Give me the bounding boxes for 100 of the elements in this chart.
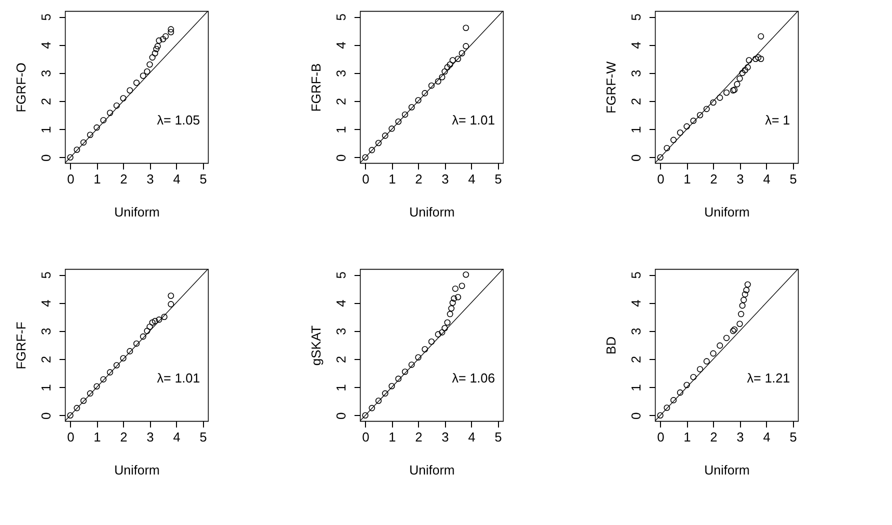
point	[428, 338, 435, 345]
point	[126, 348, 134, 354]
point	[746, 57, 752, 64]
point	[415, 97, 422, 104]
point	[458, 50, 466, 56]
y-tick-label: 5	[38, 14, 54, 21]
y-tick-label: 2	[334, 98, 348, 106]
point	[156, 316, 162, 323]
point	[716, 94, 724, 101]
point	[434, 331, 442, 338]
point	[168, 292, 174, 299]
x-tick-label: 5	[790, 172, 797, 186]
point	[149, 54, 156, 61]
x-tick-label: 2	[120, 430, 128, 444]
point	[87, 390, 94, 397]
x-tick-label: 4	[468, 172, 476, 186]
point	[120, 355, 126, 362]
point	[438, 329, 446, 336]
point	[696, 112, 704, 118]
point	[734, 81, 740, 88]
point	[74, 146, 80, 153]
point	[146, 324, 153, 330]
point	[462, 271, 470, 278]
y-tick-label: 0	[334, 412, 348, 420]
x-tick-label: 5	[200, 430, 207, 444]
y-axis-title: FGRF-W	[604, 60, 618, 114]
point	[422, 346, 428, 352]
point	[740, 296, 747, 304]
point	[402, 368, 408, 375]
x-tick-label: 1	[388, 430, 396, 444]
point	[670, 136, 677, 144]
x-tick-label: 1	[388, 172, 396, 186]
point	[677, 129, 684, 136]
x-tick-label: 3	[146, 172, 154, 186]
x-tick-label: 0	[362, 172, 370, 186]
x-tick-label: 2	[415, 430, 422, 444]
y-tick-label: 3	[38, 70, 54, 78]
point	[395, 376, 402, 382]
point	[690, 118, 697, 124]
y-tick-label: 4	[38, 42, 54, 49]
y-tick-label: 5	[38, 272, 54, 279]
y-tick-label: 0	[628, 154, 644, 162]
y-tick-label: 2	[38, 98, 54, 106]
point	[454, 56, 462, 62]
annotation: λ= 1	[765, 112, 790, 128]
point	[362, 154, 368, 161]
point	[154, 43, 161, 50]
point	[133, 80, 140, 86]
y-tick-label: 3	[38, 328, 54, 336]
y-tick-label: 3	[628, 328, 644, 336]
y-axis-title: FGRF-F	[14, 322, 28, 370]
point	[696, 366, 704, 372]
point	[664, 404, 670, 411]
x-tick-label: 2	[415, 172, 422, 186]
point	[395, 118, 402, 125]
x-tick-label: 0	[657, 172, 664, 186]
point	[434, 78, 442, 85]
x-tick-label: 4	[763, 430, 770, 444]
point	[67, 412, 74, 419]
y-axis-title: FGRF-O	[14, 62, 28, 112]
point	[168, 301, 174, 308]
point	[144, 68, 150, 75]
y-tick-label: 4	[334, 42, 348, 49]
point	[739, 70, 746, 76]
point	[408, 104, 415, 110]
point	[144, 328, 150, 334]
point	[444, 319, 451, 326]
point	[723, 334, 730, 342]
y-tick-label: 2	[334, 356, 348, 364]
x-tick-label: 0	[67, 172, 74, 186]
point	[450, 295, 458, 302]
point	[375, 398, 382, 404]
y-tick-label: 4	[334, 300, 348, 307]
x-tick-label: 4	[468, 430, 476, 444]
y-axis-title: FGRF-B	[308, 63, 324, 112]
x-tick-label: 3	[146, 430, 154, 444]
point	[140, 72, 146, 79]
y-axis-title: BD	[604, 336, 618, 355]
y-tick-label: 1	[38, 126, 54, 134]
point	[704, 106, 710, 112]
point	[446, 310, 454, 318]
x-tick-label: 2	[710, 430, 718, 444]
x-tick-label: 2	[120, 172, 128, 186]
y-tick-label: 2	[38, 356, 54, 364]
point	[152, 318, 158, 324]
point	[140, 333, 146, 340]
y-tick-label: 1	[628, 126, 644, 134]
x-tick-label: 0	[362, 430, 370, 444]
annotation: λ= 1.21	[746, 370, 790, 386]
y-tick-label: 4	[628, 300, 644, 307]
point	[100, 376, 107, 382]
y-tick-label: 4	[38, 300, 54, 307]
x-tick-label: 3	[736, 172, 744, 186]
point	[362, 412, 368, 419]
point	[744, 281, 751, 288]
point	[80, 139, 87, 146]
point	[450, 300, 456, 306]
point	[684, 382, 690, 388]
x-tick-label: 4	[763, 172, 770, 186]
x-tick-label: 4	[173, 430, 180, 444]
